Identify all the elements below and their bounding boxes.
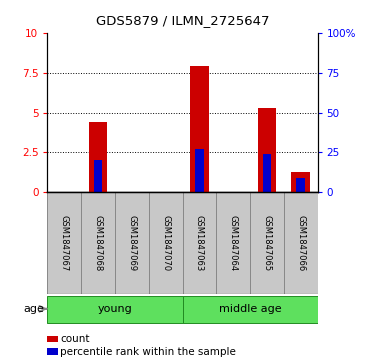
Bar: [263, 154, 271, 192]
Text: GSM1847063: GSM1847063: [195, 215, 204, 271]
Text: count: count: [60, 334, 90, 344]
Bar: [258, 108, 276, 192]
Text: age: age: [23, 305, 44, 314]
Bar: [250, 192, 284, 294]
Bar: [182, 192, 216, 294]
Bar: [89, 122, 107, 192]
Bar: [47, 192, 81, 294]
Text: GSM1847070: GSM1847070: [161, 215, 170, 271]
Bar: [115, 192, 149, 294]
Bar: [182, 295, 318, 323]
Bar: [296, 178, 305, 192]
Text: GSM1847065: GSM1847065: [262, 215, 272, 271]
Bar: [284, 192, 318, 294]
Text: GSM1847066: GSM1847066: [296, 215, 305, 271]
Text: percentile rank within the sample: percentile rank within the sample: [60, 347, 236, 357]
Text: GSM1847067: GSM1847067: [60, 215, 69, 271]
Bar: [94, 160, 102, 192]
Text: GSM1847068: GSM1847068: [93, 215, 103, 271]
Bar: [195, 149, 204, 192]
Bar: [216, 192, 250, 294]
Text: young: young: [97, 304, 132, 314]
Bar: [190, 66, 209, 192]
Bar: [149, 192, 182, 294]
Text: GSM1847064: GSM1847064: [228, 215, 238, 271]
Text: middle age: middle age: [219, 304, 281, 314]
Text: GSM1847069: GSM1847069: [127, 215, 137, 271]
Bar: [81, 192, 115, 294]
Bar: [291, 172, 310, 192]
Text: GDS5879 / ILMN_2725647: GDS5879 / ILMN_2725647: [96, 15, 269, 28]
Bar: [47, 295, 182, 323]
